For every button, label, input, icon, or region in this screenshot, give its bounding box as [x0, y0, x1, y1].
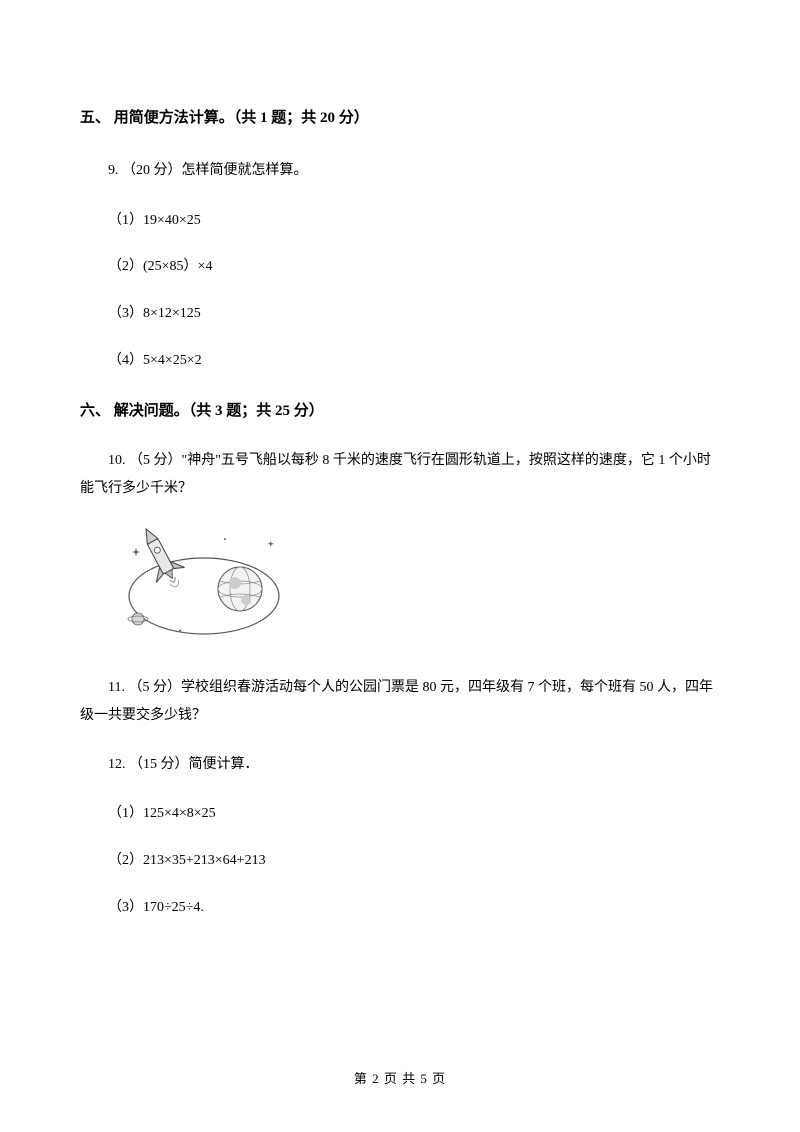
page-footer: 第 2 页 共 5 页	[0, 1063, 800, 1094]
question-12: 12. （15 分）简便计算．	[80, 748, 720, 782]
question-10: 10. （5 分）"神舟"五号飞船以每秒 8 千米的速度飞行在圆形轨道上，按照这…	[80, 447, 720, 503]
question-9: 9. （20 分）怎样简便就怎样算。	[80, 154, 720, 188]
section-6-header: 六、 解决问题。（共 3 题；共 25 分）	[80, 393, 720, 429]
section-5-header: 五、 用简便方法计算。（共 1 题；共 20 分）	[80, 100, 720, 136]
question-9-sub-4: （4）5×4×25×2	[80, 346, 720, 377]
question-11: 11. （5 分）学校组织春游活动每个人的公园门票是 80 元，四年级有 7 个…	[80, 674, 720, 730]
question-12-sub-2: （2）213×35+213×64+213	[80, 846, 720, 877]
question-12-sub-1: （1）125×4×8×25	[80, 799, 720, 830]
question-9-sub-3: （3）8×12×125	[80, 299, 720, 330]
question-12-sub-3: （3）170÷25÷4.	[80, 893, 720, 924]
question-9-sub-2: （2）(25×85）×4	[80, 252, 720, 283]
question-9-sub-1: （1）19×40×25	[80, 206, 720, 237]
rocket-orbit-illustration	[120, 521, 288, 646]
